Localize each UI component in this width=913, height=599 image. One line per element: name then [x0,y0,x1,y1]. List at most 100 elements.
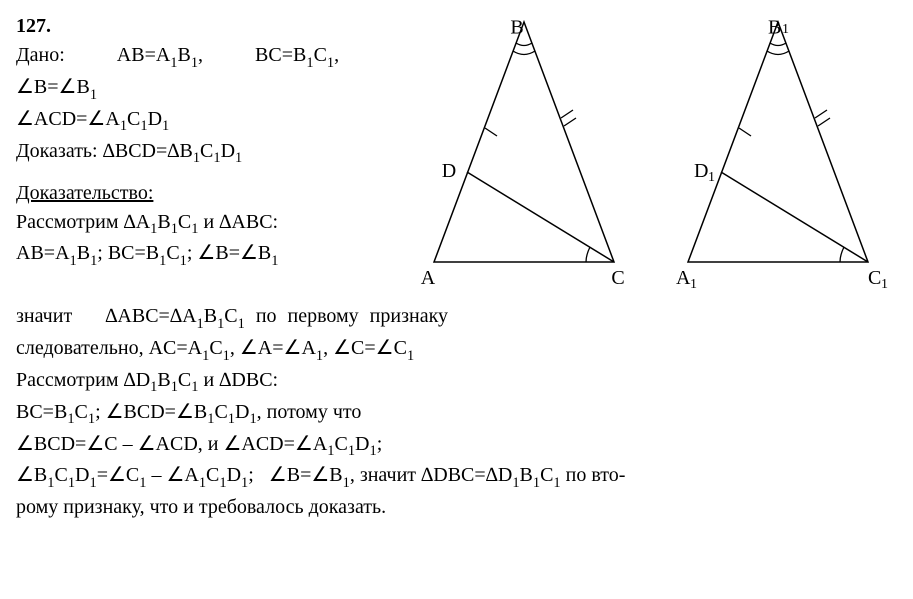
sub: 1 [171,221,178,237]
sub: 1 [171,379,178,395]
sub: 1 [249,411,256,427]
sub: 1 [170,55,177,71]
sub: 1 [70,253,77,269]
txt: , значит ∆DBC=∆D [350,464,513,486]
txt: C [214,401,227,423]
txt: ∠B=∠B [269,464,343,486]
apex-arc-inner [516,43,532,46]
tick-bc-1 [561,110,573,118]
txt: D [227,464,241,486]
given-line-1: Дано: AB=A1B1, BC=B1C1, [16,41,406,73]
txt: C [178,211,191,233]
sub: 1 [207,411,214,427]
label-b: B [510,17,523,39]
sub: 1 [213,150,220,166]
tick-ab [485,128,497,136]
proof-line-2: AB=A1B1; BC=B1C1; ∠B=∠B1 [16,239,406,271]
txt: C [178,369,191,391]
sub: 1 [223,348,230,364]
sub: 1 [202,348,209,364]
sub: 1 [47,475,54,491]
txt: по первому признаку [245,305,448,327]
label-a1: A [676,267,691,289]
txt: Рассмотрим ∆D [16,369,150,391]
triangle-a1b1c1 [688,22,868,262]
sub: 1 [271,253,278,269]
sub: 1 [180,253,187,269]
txt: D [235,401,249,423]
sub: 1 [369,443,376,459]
txt: и ∆ABC: [198,211,278,233]
sub: 1 [219,475,226,491]
apex-arc-outer-r [767,51,789,55]
txt: – ∠A [146,464,198,486]
label-d: D [442,160,456,182]
txt: Рассмотрим ∆A [16,211,150,233]
txt: C [166,242,179,264]
sub: 1 [90,253,97,269]
sub: 1 [191,55,198,71]
given-label: Дано: [16,44,65,66]
txt: ∆ABC=∆A [105,305,196,327]
txt: C [127,108,140,130]
sub: 1 [306,55,313,71]
sub: 1 [348,443,355,459]
txt: B [77,242,90,264]
prove-line: Доказать: ∆BCD=∆B1C1D1 [16,137,406,169]
sub: 1 [191,221,198,237]
sub: 1 [159,253,166,269]
txt: D [355,433,369,455]
txt: , ∠C=∠C [323,337,407,359]
txt: ; [248,464,254,486]
txt: C [540,464,553,486]
tick-b1c1-2 [818,118,830,126]
sub: 1 [316,348,323,364]
sub: 1 [238,316,245,332]
txt: B [204,305,217,327]
txt: B [178,44,191,66]
label-c1-sub: 1 [881,277,888,292]
sub: 1 [217,316,224,332]
angle-c-arc [586,247,590,262]
label-a1-sub: 1 [690,277,697,292]
sub: 1 [512,475,519,491]
proof-label: Доказательство: [16,179,406,208]
txt: B [157,211,170,233]
txt: ; ∠BCD=∠B [95,401,207,423]
sub: 1 [67,411,74,427]
sub: 1 [533,475,540,491]
proof-line-4: следовательно, AC=A1C1, ∠A=∠A1, ∠C=∠C1 [16,334,897,366]
sub: 1 [193,150,200,166]
txt: следовательно, AC=A [16,337,202,359]
sub: 1 [162,118,169,134]
sub: 1 [139,475,146,491]
label-d1: D [694,160,708,182]
given-line-3: ∠ACD=∠A1C1D1 [16,105,406,137]
txt: C [75,401,88,423]
apex-arc-outer [513,51,535,55]
txt: ; ∠B=∠B [187,242,271,264]
txt: ; [377,433,383,455]
tick-a1b1 [739,128,751,136]
txt: AB=A [117,44,171,66]
angle-c1-arc [840,247,844,262]
sub: 1 [90,87,97,103]
sub: 1 [89,475,96,491]
sub: 1 [120,118,127,134]
txt: B [520,464,533,486]
sub: 1 [228,411,235,427]
sub: 1 [327,55,334,71]
proof-line-6: BC=B1C1; ∠BCD=∠B1C1D1, потому что [16,398,897,430]
txt: BC=B [255,44,306,66]
txt: AB=A [16,242,70,264]
txt: BC=B [16,401,67,423]
sub: 1 [140,118,147,134]
triangle-left: B A C D [414,12,644,302]
txt: D [148,108,162,130]
tick-b1c1-1 [815,110,827,118]
sub: 1 [68,475,75,491]
txt: C [224,305,237,327]
tick-bc-2 [564,118,576,126]
txt: ∆BCD=∆B [103,140,193,162]
apex-arc-inner-r [770,43,786,46]
